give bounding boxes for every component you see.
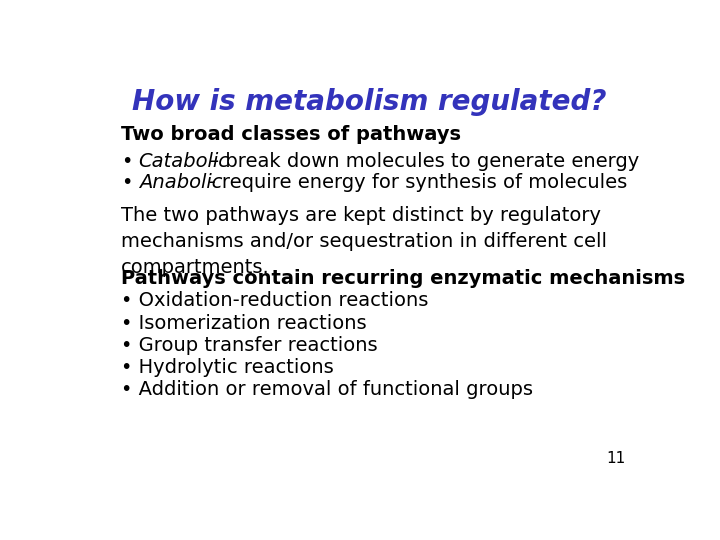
Text: • Group transfer reactions: • Group transfer reactions [121,336,377,355]
Text: Pathways contain recurring enzymatic mechanisms: Pathways contain recurring enzymatic mec… [121,268,685,287]
Text: • Oxidation-reduction reactions: • Oxidation-reduction reactions [121,292,428,310]
Text: 11: 11 [606,451,626,466]
Text: Anabolic: Anabolic [138,173,222,192]
Text: • Addition or removal of functional groups: • Addition or removal of functional grou… [121,380,533,400]
Text: • Isomerization reactions: • Isomerization reactions [121,314,366,333]
Text: The two pathways are kept distinct by regulatory
mechanisms and/or sequestration: The two pathways are kept distinct by re… [121,206,607,276]
Text: Two broad classes of pathways: Two broad classes of pathways [121,125,461,144]
Text: •: • [121,173,132,192]
Text: - require energy for synthesis of molecules: - require energy for synthesis of molecu… [196,173,627,192]
Text: How is metabolism regulated?: How is metabolism regulated? [132,87,606,116]
Text: •: • [121,152,132,171]
Text: – break down molecules to generate energy: – break down molecules to generate energ… [203,152,639,171]
Text: Catabolic: Catabolic [138,152,230,171]
Text: • Hydrolytic reactions: • Hydrolytic reactions [121,359,333,377]
